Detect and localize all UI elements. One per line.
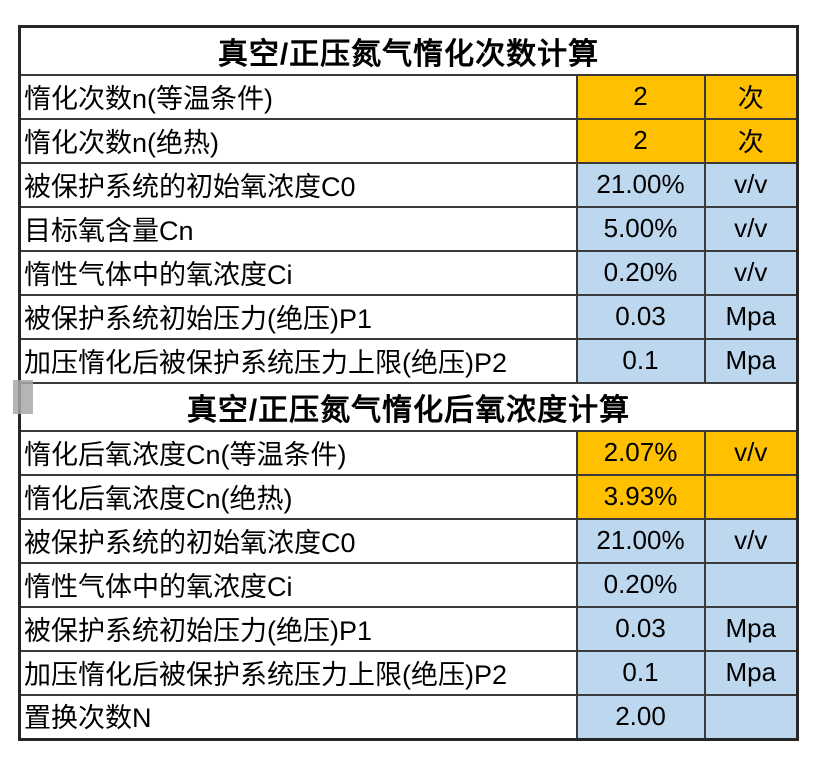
row-value-cell[interactable]: 0.1 bbox=[575, 650, 706, 696]
table-row: 加压惰化后被保护系统压力上限(绝压)P2 0.1 Mpa bbox=[18, 338, 799, 384]
row-unit-cell[interactable]: Mpa bbox=[703, 650, 799, 696]
table-row: 惰化次数n(绝热) 2 次 bbox=[18, 118, 799, 164]
section-title-cell[interactable]: 真空/正压氮气惰化后氧浓度计算 bbox=[18, 382, 799, 432]
row-value-cell[interactable]: 0.03 bbox=[575, 294, 706, 340]
row-unit-cell[interactable]: v/v bbox=[703, 206, 799, 252]
table-row: 惰化次数n(等温条件) 2 次 bbox=[18, 74, 799, 120]
row-label-cell[interactable]: 被保护系统初始压力(绝压)P1 bbox=[18, 294, 578, 340]
row-value-cell[interactable]: 2 bbox=[575, 74, 706, 120]
row-unit-cell[interactable]: v/v bbox=[703, 250, 799, 296]
row-unit-cell[interactable]: 次 bbox=[703, 74, 799, 120]
row-label-cell[interactable]: 目标氧含量Cn bbox=[18, 206, 578, 252]
row-label-cell[interactable]: 惰化后氧浓度Cn(绝热) bbox=[18, 474, 578, 520]
section-title-row: 真空/正压氮气惰化次数计算 bbox=[18, 25, 799, 76]
table-row: 被保护系统的初始氧浓度C0 21.00% v/v bbox=[18, 518, 799, 564]
row-unit-cell[interactable]: v/v bbox=[703, 518, 799, 564]
row-value-cell[interactable]: 2.00 bbox=[575, 694, 706, 740]
calc-table: 真空/正压氮气惰化次数计算 惰化次数n(等温条件) 2 次 惰化次数n(绝热) … bbox=[18, 25, 799, 741]
row-value-cell[interactable]: 0.03 bbox=[575, 606, 706, 652]
row-unit-cell[interactable]: Mpa bbox=[703, 338, 799, 384]
row-value-cell[interactable]: 21.00% bbox=[575, 518, 706, 564]
row-label-cell[interactable]: 置换次数N bbox=[18, 694, 578, 740]
row-value-cell[interactable]: 0.1 bbox=[575, 338, 706, 384]
table-row: 目标氧含量Cn 5.00% v/v bbox=[18, 206, 799, 252]
row-label-cell[interactable]: 惰化后氧浓度Cn(等温条件) bbox=[18, 430, 578, 476]
row-value-cell[interactable]: 5.00% bbox=[575, 206, 706, 252]
table-row: 惰化后氧浓度Cn(等温条件) 2.07% v/v bbox=[18, 430, 799, 476]
row-value-cell[interactable]: 3.93% bbox=[575, 474, 706, 520]
table-row: 惰化后氧浓度Cn(绝热) 3.93% bbox=[18, 474, 799, 520]
row-label-cell[interactable]: 被保护系统的初始氧浓度C0 bbox=[18, 518, 578, 564]
row-label-cell[interactable]: 加压惰化后被保护系统压力上限(绝压)P2 bbox=[18, 650, 578, 696]
row-unit-cell[interactable] bbox=[703, 694, 799, 740]
row-label-cell[interactable]: 被保护系统初始压力(绝压)P1 bbox=[18, 606, 578, 652]
inerting-calculation-sheet: 真空/正压氮气惰化次数计算 惰化次数n(等温条件) 2 次 惰化次数n(绝热) … bbox=[13, 25, 799, 741]
row-unit-cell[interactable]: v/v bbox=[703, 430, 799, 476]
table-row: 惰性气体中的氧浓度Ci 0.20% bbox=[18, 562, 799, 608]
row-value-cell[interactable]: 0.20% bbox=[575, 250, 706, 296]
table-row: 加压惰化后被保护系统压力上限(绝压)P2 0.1 Mpa bbox=[18, 650, 799, 696]
row-label-cell[interactable]: 惰性气体中的氧浓度Ci bbox=[18, 562, 578, 608]
row-label-cell[interactable]: 加压惰化后被保护系统压力上限(绝压)P2 bbox=[18, 338, 578, 384]
selection-artifact bbox=[13, 380, 33, 414]
row-label-cell[interactable]: 被保护系统的初始氧浓度C0 bbox=[18, 162, 578, 208]
section-title-row: 真空/正压氮气惰化后氧浓度计算 bbox=[18, 382, 799, 432]
row-label-cell[interactable]: 惰性气体中的氧浓度Ci bbox=[18, 250, 578, 296]
row-unit-cell[interactable] bbox=[703, 562, 799, 608]
table-row: 被保护系统的初始氧浓度C0 21.00% v/v bbox=[18, 162, 799, 208]
row-value-cell[interactable]: 2 bbox=[575, 118, 706, 164]
row-unit-cell[interactable]: Mpa bbox=[703, 294, 799, 340]
row-value-cell[interactable]: 0.20% bbox=[575, 562, 706, 608]
row-label-cell[interactable]: 惰化次数n(绝热) bbox=[18, 118, 578, 164]
row-label-cell[interactable]: 惰化次数n(等温条件) bbox=[18, 74, 578, 120]
table-row: 惰性气体中的氧浓度Ci 0.20% v/v bbox=[18, 250, 799, 296]
row-unit-cell[interactable]: v/v bbox=[703, 162, 799, 208]
row-value-cell[interactable]: 21.00% bbox=[575, 162, 706, 208]
row-value-cell[interactable]: 2.07% bbox=[575, 430, 706, 476]
row-unit-cell[interactable]: 次 bbox=[703, 118, 799, 164]
row-unit-cell[interactable]: Mpa bbox=[703, 606, 799, 652]
section-title-cell[interactable]: 真空/正压氮气惰化次数计算 bbox=[18, 25, 799, 76]
table-row: 置换次数N 2.00 bbox=[18, 694, 799, 740]
row-unit-cell[interactable] bbox=[703, 474, 799, 520]
table-row: 被保护系统初始压力(绝压)P1 0.03 Mpa bbox=[18, 294, 799, 340]
table-row: 被保护系统初始压力(绝压)P1 0.03 Mpa bbox=[18, 606, 799, 652]
